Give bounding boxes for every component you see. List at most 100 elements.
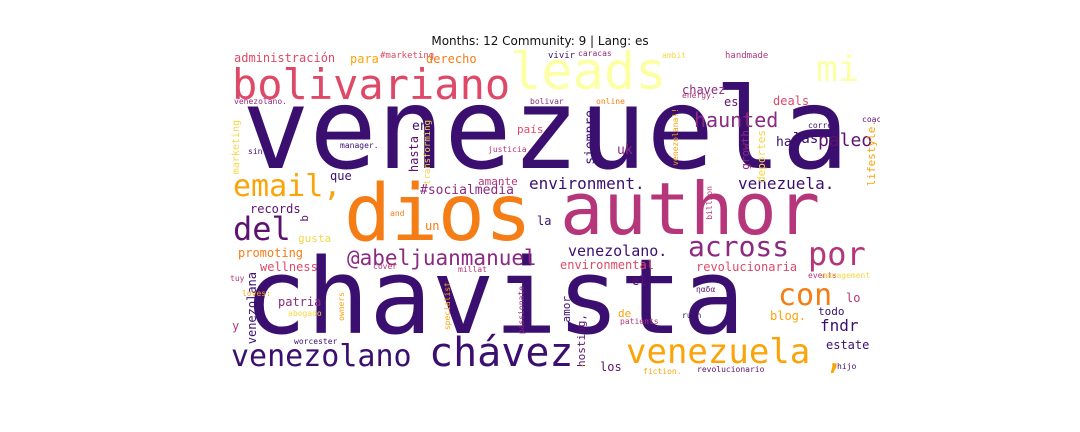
word-es: es [724, 95, 739, 109]
word-loves: loves: [242, 289, 271, 298]
word-socialmedia: #socialmedia [420, 183, 514, 198]
word-nada: ηαδα [696, 285, 716, 294]
word-cover: cover [373, 262, 398, 271]
word-author: author [560, 167, 821, 251]
word-venezolano-dot: venezolano. [568, 242, 668, 260]
word-comma-orange: , [824, 337, 845, 377]
word-events: events [808, 271, 837, 280]
word-que: que [330, 169, 352, 183]
word-el: el [632, 274, 647, 288]
word-venezolana-excl: venezolana!! [671, 108, 680, 166]
word-cloud: venezuela chavista author dios leads bol… [230, 50, 880, 377]
word-coach: coach, [862, 115, 880, 124]
word-wellness: wellness [260, 260, 318, 274]
word-administracion: administración [234, 51, 336, 65]
word-billion: billion [705, 186, 714, 220]
word-handmade: handmade [725, 51, 769, 61]
word-owners: owners [337, 292, 346, 321]
word-venezolano-small: venezolano. [234, 97, 287, 106]
word-justicia: justicia [488, 145, 527, 154]
word-revolucionaria: revolucionaria [696, 260, 798, 274]
word-de: de [618, 307, 632, 320]
word-worcester: worcester [294, 337, 338, 346]
word-blog: blog. [770, 309, 807, 323]
word-manager: manager. [340, 141, 379, 150]
word-caracas: caracas [578, 50, 612, 58]
word-abogado: abogado [288, 309, 322, 318]
word-ambit: ambit [662, 51, 687, 60]
word-para: para [350, 52, 379, 66]
word-passionate: passionate [517, 286, 526, 335]
word-venezuela-orange: venezuela [626, 332, 811, 372]
word-y: y [232, 319, 240, 333]
word-records: records [250, 202, 301, 216]
word-marketing-hash: #marketing [380, 51, 435, 61]
word-gusta: gusta [298, 232, 332, 245]
word-abeljuanmanuel: @abeljuanmanuel [347, 246, 537, 270]
word-q: q [299, 215, 312, 222]
word-haunted: haunted [694, 108, 779, 132]
word-mi: mi [816, 50, 860, 90]
word-la: la [537, 214, 552, 228]
word-promoting: promoting [238, 246, 304, 260]
word-derecho: derecho [426, 52, 477, 66]
word-uk: uk [617, 143, 633, 158]
word-venezuela: venezuela [242, 65, 849, 195]
word-fndr: fndr [820, 316, 859, 335]
word-hijo: hijo [837, 362, 857, 371]
word-and: and [390, 209, 405, 218]
word-amor: amor [560, 296, 573, 323]
word-rush: rush [682, 311, 702, 320]
word-pais: país [517, 123, 544, 136]
word-las: las [793, 131, 819, 147]
word-dios: dios [344, 169, 532, 259]
word-en: en [412, 119, 428, 134]
word-leads: leads [510, 50, 667, 102]
word-marketing: marketing [231, 120, 242, 175]
word-tuy: tuy [230, 274, 245, 283]
word-deals: deals [773, 94, 810, 108]
word-management: management [822, 271, 871, 280]
word-venezolano: venezolano [231, 339, 412, 374]
word-chavez-accent: chávez [429, 330, 574, 376]
word-revolucionario: revolucionario [697, 365, 765, 374]
word-online: online [596, 97, 625, 106]
word-por: por [808, 235, 866, 273]
word-paleo: paleo [818, 130, 873, 151]
word-del: del [233, 210, 291, 248]
word-environment: environment. [529, 174, 645, 193]
word-venezuela-dot: venezuela. [738, 174, 835, 193]
word-patria: patria [278, 295, 322, 309]
word-vivir: vivir [548, 51, 576, 61]
word-lo: lo [846, 291, 861, 305]
word-hay: hay [776, 135, 800, 150]
word-patients: patients [620, 317, 659, 326]
word-sin: sin [248, 147, 263, 156]
word-deportes: deportes [755, 130, 768, 183]
word-millat: millat [458, 265, 487, 274]
word-environmental: environmental [560, 258, 654, 272]
word-bolivariano: bolivariano [232, 60, 511, 109]
word-chavez: chavez [682, 83, 726, 97]
word-growth: growth [739, 130, 752, 170]
word-across: across [688, 230, 790, 263]
word-todo: todo [818, 305, 845, 318]
word-lifestyle: lifestyle. [865, 120, 878, 187]
wordcloud-title: Months: 12 Community: 9 | Lang: es [431, 34, 649, 48]
word-estate: estate [826, 338, 870, 352]
word-comma-small: , [580, 359, 585, 368]
word-hasta: hasta [407, 136, 421, 173]
word-chavista: chavista [244, 236, 745, 358]
word-energy: energy. [682, 91, 716, 100]
word-email: email, [233, 169, 342, 204]
word-specialist: specialist [443, 282, 452, 331]
word-correo: correo [808, 121, 837, 130]
word-los: los [600, 360, 622, 374]
word-bolivar: bolivar [530, 97, 564, 106]
word-amante: amante [478, 175, 518, 188]
word-un: un [425, 219, 440, 233]
word-fiction: fiction. [643, 367, 682, 376]
word-venezolana: venezolana [245, 272, 259, 345]
word-siempre: siempre [583, 110, 598, 165]
word-con: con [778, 278, 833, 313]
